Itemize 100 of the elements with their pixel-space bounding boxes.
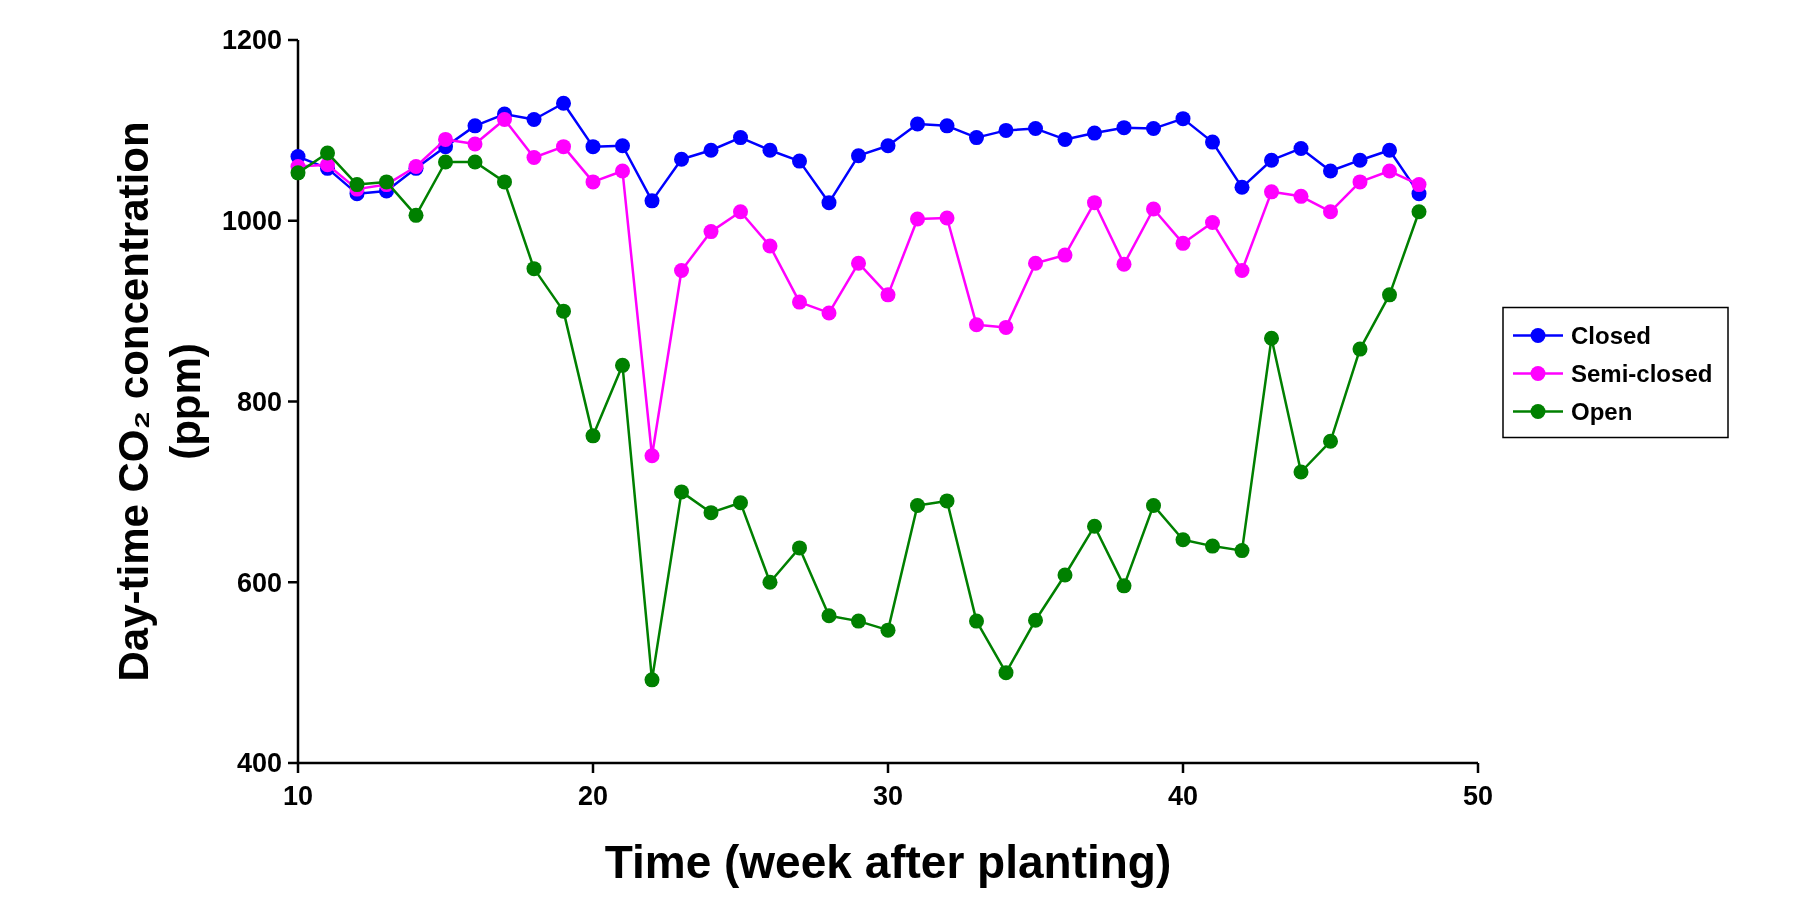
point [910,116,925,132]
point [1234,262,1250,278]
point [1264,184,1279,200]
point [703,224,719,240]
point [674,151,689,167]
point [703,142,719,158]
point [1293,464,1309,480]
legend-label: Semi-closed [1571,359,1713,387]
point [1293,140,1309,156]
point [998,665,1014,681]
point [615,138,630,154]
point [467,118,483,134]
point [467,136,483,152]
point [1205,215,1220,231]
y-tick-label: 1000 [221,206,282,237]
point [556,139,571,155]
point [585,139,601,155]
point [880,287,896,303]
point [1087,125,1102,141]
point [644,448,660,464]
point [1028,255,1043,271]
point [1146,121,1161,137]
point [1411,204,1427,220]
point [1175,235,1191,251]
y-axis-title: Day-time CO₂ concentration (ppm) [110,121,209,682]
point [1382,142,1397,158]
point [880,622,896,638]
point [1264,152,1279,168]
point [851,613,866,629]
point [792,153,807,169]
point [1234,179,1250,195]
point [1293,188,1309,204]
point [1057,247,1073,263]
point [1146,201,1161,217]
point [674,484,689,500]
point [1205,538,1220,554]
point [998,122,1014,138]
point [644,193,660,209]
point [1057,567,1073,583]
point [1028,121,1043,137]
point [497,112,512,128]
point [1352,174,1368,190]
point [733,130,748,146]
y-tick-label: 400 [236,748,282,779]
point [320,145,335,161]
point [1352,341,1368,357]
point [1323,433,1338,449]
point [1116,256,1132,272]
point [939,118,955,134]
x-tick-label: 30 [872,781,904,811]
point [851,148,866,164]
point [526,112,542,128]
point [644,672,660,688]
point [467,154,483,170]
point [1087,518,1102,534]
point [497,174,512,190]
point [939,493,955,509]
x-tick-label: 50 [1462,781,1494,811]
point [1116,120,1132,136]
point [1116,578,1132,594]
point [526,149,542,165]
point [851,255,866,271]
legend-label: Closed [1571,321,1652,349]
point [969,317,984,333]
point [349,177,365,193]
point [910,497,925,513]
point [1382,163,1397,179]
point [615,357,630,373]
point [1264,330,1279,346]
point [762,238,778,254]
point [1205,134,1220,150]
point [821,195,837,211]
point [1234,543,1250,559]
point [792,540,807,556]
point [1323,163,1338,179]
x-tick-label: 40 [1167,781,1199,811]
y-tick-label: 1200 [221,25,282,56]
point [969,130,984,146]
point [526,261,542,277]
point [1175,111,1191,127]
point [1352,152,1368,168]
point [880,138,896,154]
point [998,319,1014,335]
point [1146,497,1161,513]
point [1087,195,1102,211]
point [703,505,719,521]
point [733,204,748,220]
point [585,174,601,190]
point [939,210,955,226]
point [792,294,807,310]
y-tick-label: 600 [236,567,282,598]
point [1028,612,1043,628]
point [438,131,453,147]
point [290,165,306,181]
x-tick-label: 20 [577,781,609,811]
point [1057,131,1073,147]
point [1382,287,1397,303]
point [556,95,571,111]
y-tick-label: 800 [236,386,282,417]
point [1175,532,1191,548]
